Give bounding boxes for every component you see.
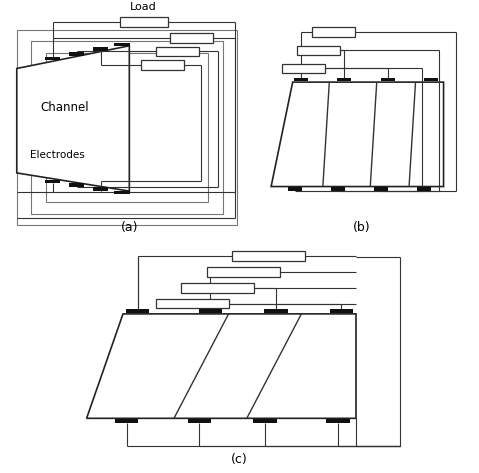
Bar bbox=[312, 27, 355, 37]
Bar bbox=[282, 64, 325, 73]
Bar bbox=[232, 251, 305, 261]
Bar bbox=[330, 309, 353, 313]
Bar bbox=[156, 47, 199, 56]
Bar bbox=[198, 309, 222, 313]
Bar bbox=[264, 309, 288, 313]
Bar bbox=[141, 61, 184, 70]
Bar bbox=[69, 52, 84, 55]
Bar bbox=[294, 78, 308, 81]
Bar bbox=[380, 78, 395, 81]
Bar bbox=[326, 419, 350, 423]
Polygon shape bbox=[17, 46, 129, 191]
Bar bbox=[115, 419, 138, 423]
Bar bbox=[45, 180, 60, 183]
Bar bbox=[17, 30, 237, 225]
Bar bbox=[120, 17, 168, 26]
Bar bbox=[207, 267, 280, 277]
Bar bbox=[31, 41, 223, 214]
Bar bbox=[337, 78, 352, 81]
Polygon shape bbox=[271, 82, 444, 186]
Bar bbox=[125, 309, 149, 313]
Bar bbox=[156, 299, 228, 308]
Text: (c): (c) bbox=[231, 453, 248, 466]
Bar bbox=[93, 47, 108, 51]
Bar bbox=[46, 53, 208, 202]
Polygon shape bbox=[87, 314, 356, 418]
Bar bbox=[423, 78, 438, 81]
Bar bbox=[181, 283, 254, 292]
Bar bbox=[417, 187, 431, 191]
Text: (b): (b) bbox=[353, 221, 370, 234]
Bar bbox=[253, 419, 277, 423]
Bar bbox=[188, 419, 211, 423]
Bar bbox=[374, 187, 388, 191]
Text: Channel: Channel bbox=[40, 101, 89, 114]
Bar bbox=[297, 45, 340, 55]
Bar bbox=[288, 187, 302, 191]
Bar bbox=[45, 57, 60, 61]
Text: (a): (a) bbox=[121, 221, 138, 234]
Bar bbox=[93, 187, 108, 191]
Bar bbox=[331, 187, 345, 191]
Bar bbox=[170, 33, 213, 43]
Text: Load: Load bbox=[130, 2, 157, 12]
Bar bbox=[114, 43, 130, 46]
Bar bbox=[69, 184, 84, 187]
Text: Electrodes: Electrodes bbox=[30, 150, 85, 160]
Bar bbox=[114, 191, 130, 194]
